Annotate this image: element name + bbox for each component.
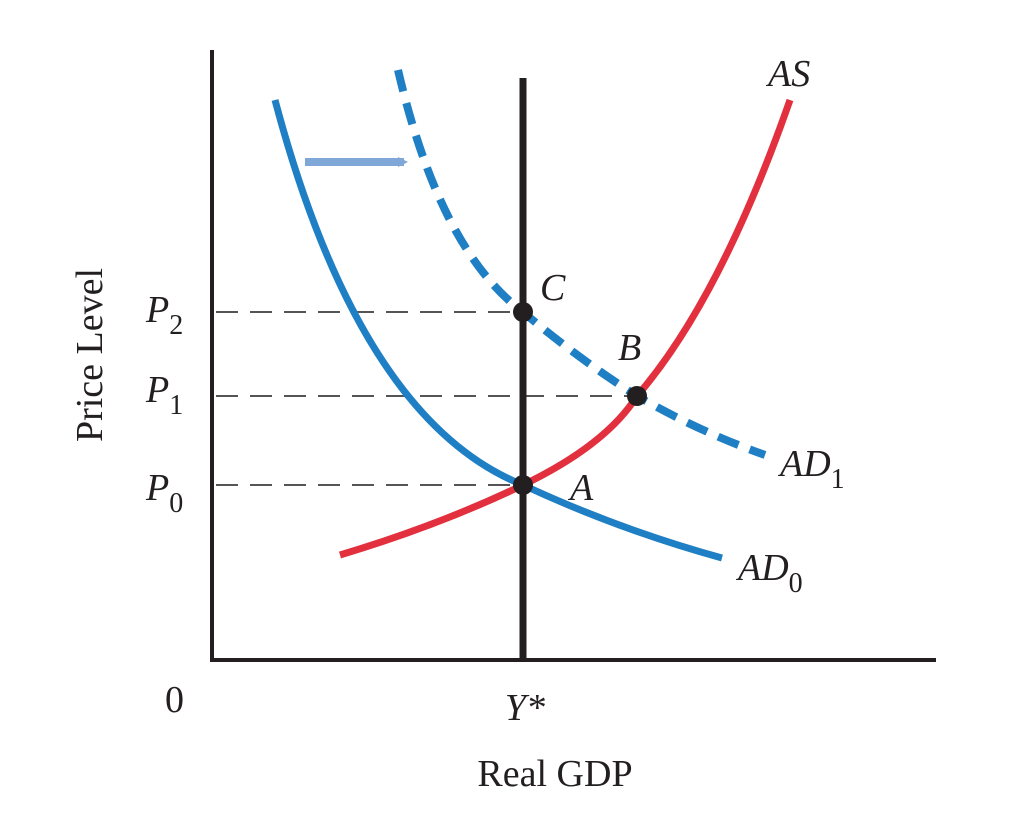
- x-mark-label: Y*: [505, 687, 545, 729]
- price-label: P0: [145, 467, 183, 519]
- curve-label-main: AD: [735, 547, 789, 589]
- curve-label-main: AD: [777, 443, 831, 485]
- price-label-sub: 0: [169, 488, 183, 519]
- price-label-main: P: [145, 369, 169, 411]
- point-a: [513, 475, 533, 495]
- origin-label: 0: [165, 679, 184, 721]
- price-label-main: P: [145, 289, 169, 331]
- point-b: [627, 386, 647, 406]
- curve-label-sub: 1: [831, 464, 845, 495]
- point-label: B: [618, 327, 641, 369]
- y-axis-label: Price Level: [69, 268, 111, 442]
- ad1-curve: [394, 69, 767, 459]
- curve-label-sub: 0: [789, 568, 803, 599]
- price-label-main: P: [145, 467, 169, 509]
- ad0-curve: [271, 99, 723, 562]
- curve-label: AD0: [735, 547, 803, 599]
- price-label-sub: 1: [169, 390, 183, 421]
- point-label: A: [567, 467, 594, 509]
- point-label: C: [540, 267, 566, 309]
- as-curve: [338, 98, 794, 559]
- curve-label: AS: [765, 53, 810, 95]
- x-axis-label: Real GDP: [477, 753, 632, 795]
- curve-label: AD1: [777, 443, 845, 495]
- point-c: [513, 302, 533, 322]
- price-label-sub: 2: [169, 310, 183, 341]
- price-label: P1: [145, 369, 183, 421]
- price-label: P2: [145, 289, 183, 341]
- guide-lines: [216, 311, 637, 486]
